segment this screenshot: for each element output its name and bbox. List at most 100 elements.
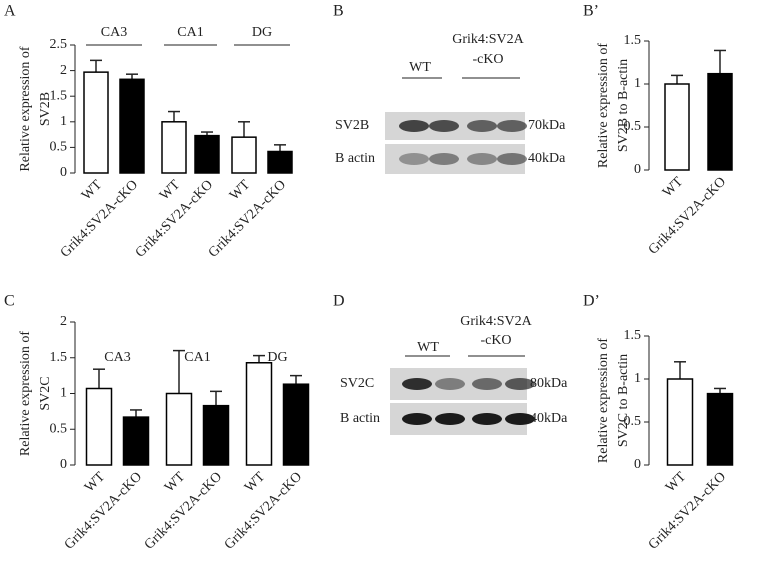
x-tick-label: WT — [660, 174, 686, 200]
group-label: DG — [267, 350, 287, 365]
x-tick-label: WT — [82, 469, 108, 495]
x-tick-label: WT — [227, 177, 253, 203]
blot-band — [402, 413, 432, 425]
size-label: 80kDa — [530, 376, 568, 391]
blot-band — [472, 413, 502, 425]
blot-band — [505, 378, 535, 390]
y-tick-label: 2 — [60, 63, 67, 78]
y-axis-label: Relative expression of SV2B to B-actin — [596, 43, 631, 169]
blot-band — [505, 413, 535, 425]
y-axis-label: Relative expression of SV2C — [18, 331, 53, 457]
bar — [706, 392, 734, 466]
lane-group-label: Grik4:SV2A — [452, 32, 524, 47]
y-tick-label: 1 — [634, 76, 641, 91]
x-tick-label: WT — [157, 177, 183, 203]
y-tick-label: 1 — [60, 114, 67, 129]
x-tick-label: WT — [79, 177, 105, 203]
lane-group-label: WT — [417, 340, 439, 355]
y-axis-label-line: SV2B to B-actin — [616, 59, 631, 152]
size-label: 70kDa — [528, 118, 566, 133]
x-tick-label: WT — [663, 469, 689, 495]
panel-label: A — [4, 3, 16, 20]
y-tick-label: 2 — [60, 314, 67, 329]
bar — [245, 362, 273, 466]
size-label: 40kDa — [528, 151, 566, 166]
x-tick-label: WT — [242, 469, 268, 495]
y-tick-label: 0.5 — [624, 414, 642, 429]
y-tick-label: 0.5 — [50, 421, 68, 436]
protein-label: SV2B — [335, 118, 369, 133]
bar — [707, 72, 733, 171]
lane-group-label: Grik4:SV2A — [460, 314, 532, 329]
blot-band — [429, 153, 459, 165]
x-tick-label: Grik4:SV2A-cKO — [646, 469, 729, 552]
bar — [194, 134, 220, 174]
group-label: CA3 — [104, 350, 130, 365]
blot-band — [435, 378, 465, 390]
lane-group-label: -cKO — [472, 52, 503, 67]
bar — [267, 150, 293, 174]
y-tick-label: 0 — [634, 457, 641, 472]
bar — [282, 383, 310, 466]
blot-band — [402, 378, 432, 390]
protein-label: B actin — [340, 411, 380, 426]
x-tick-label: Grik4:SV2A-cKO — [646, 174, 729, 257]
bar — [83, 71, 109, 174]
bar — [119, 78, 145, 174]
y-axis-label-line: SV2B — [38, 92, 53, 126]
group-label: DG — [252, 25, 272, 40]
y-tick-label: 2.5 — [50, 37, 68, 52]
group-label: CA3 — [101, 25, 127, 40]
y-axis-label-line: SV2C — [38, 376, 53, 410]
bar — [666, 378, 694, 466]
y-tick-label: 0 — [634, 162, 641, 177]
y-tick-label: 0 — [60, 457, 67, 472]
bar — [231, 136, 257, 174]
size-label: 40kDa — [530, 411, 568, 426]
y-axis-label-line: Relative expression of — [18, 331, 33, 457]
bar — [85, 387, 113, 466]
bar — [202, 404, 230, 466]
protein-label: SV2C — [340, 376, 374, 391]
panel-label: B’ — [583, 3, 599, 20]
y-axis-label-line: SV2C to B-actin — [616, 354, 631, 447]
panel-label: B — [333, 3, 344, 20]
bar — [122, 416, 150, 466]
bar — [165, 392, 193, 466]
panel-label: D — [333, 293, 345, 310]
y-tick-label: 1 — [60, 386, 67, 401]
blot-band — [429, 120, 459, 132]
lane-group-label: -cKO — [480, 333, 511, 348]
y-tick-label: 1.5 — [624, 33, 642, 48]
y-axis-label: Relative expression of SV2C to B-actin — [596, 338, 631, 464]
lane-group-label: WT — [409, 60, 431, 75]
y-axis-label-line: Relative expression of — [596, 43, 611, 169]
blot-band — [497, 120, 527, 132]
y-tick-label: 1.5 — [624, 328, 642, 343]
y-tick-label: 0.5 — [624, 119, 642, 134]
y-tick-label: 1 — [634, 371, 641, 386]
protein-label: B actin — [335, 151, 375, 166]
y-axis-label-line: Relative expression of — [596, 338, 611, 464]
panel-label: D’ — [583, 293, 600, 310]
blot-band — [399, 153, 429, 165]
blot-band — [472, 378, 502, 390]
panel-label: C — [4, 293, 15, 310]
y-tick-label: 1.5 — [50, 88, 68, 103]
y-axis-label-line: Relative expression of — [18, 46, 33, 172]
y-tick-label: 0 — [60, 165, 67, 180]
blot-band — [467, 153, 497, 165]
y-tick-label: 1.5 — [50, 350, 68, 365]
y-axis-label: Relative expression of SV2B — [18, 46, 53, 172]
x-tick-label: WT — [162, 469, 188, 495]
bar — [664, 83, 690, 171]
group-label: CA1 — [177, 25, 203, 40]
group-label: CA1 — [184, 350, 210, 365]
y-tick-label: 0.5 — [50, 140, 68, 155]
blot-band — [435, 413, 465, 425]
bar — [161, 121, 187, 174]
blot-band — [497, 153, 527, 165]
blot-band — [399, 120, 429, 132]
blot-band — [467, 120, 497, 132]
